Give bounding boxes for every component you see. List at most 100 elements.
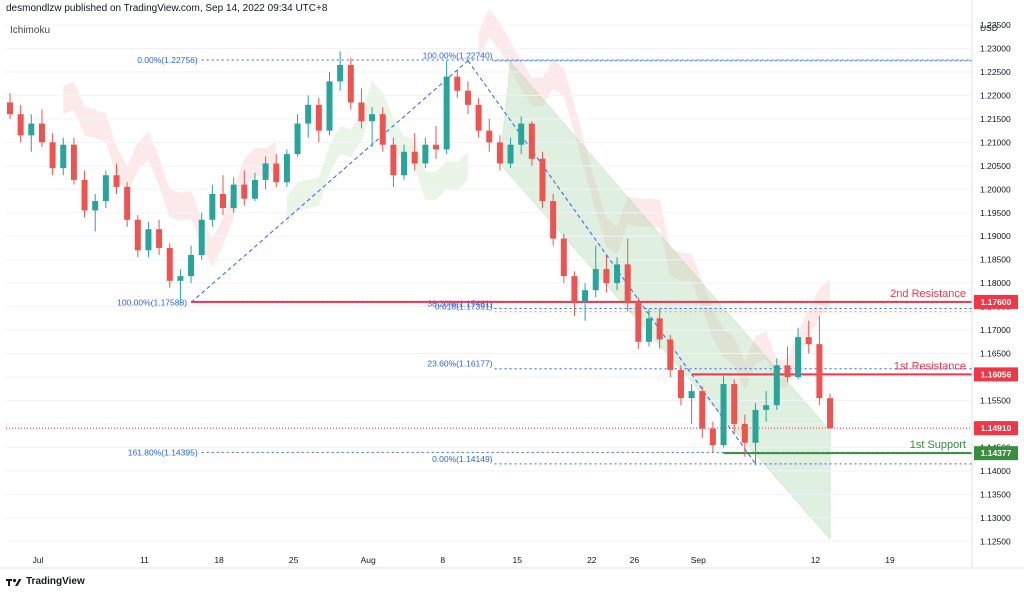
- candle[interactable]: [113, 163, 120, 194]
- candle[interactable]: [454, 69, 461, 98]
- candle-body: [677, 369, 684, 399]
- candle[interactable]: [550, 193, 557, 246]
- candle[interactable]: [614, 257, 621, 291]
- candle-body: [603, 269, 610, 284]
- candle[interactable]: [773, 358, 780, 410]
- candle[interactable]: [422, 137, 429, 169]
- candle[interactable]: [539, 151, 546, 209]
- candle[interactable]: [390, 137, 397, 187]
- price-badge-label: 1.14910: [981, 423, 1012, 433]
- candle[interactable]: [592, 245, 599, 298]
- candle[interactable]: [315, 97, 322, 143]
- candle[interactable]: [709, 421, 716, 453]
- candle[interactable]: [7, 93, 13, 119]
- fib-trend-line: [190, 60, 469, 303]
- candle[interactable]: [379, 107, 386, 152]
- candle[interactable]: [528, 121, 535, 166]
- candle[interactable]: [784, 346, 791, 382]
- candle[interactable]: [177, 269, 184, 303]
- candle[interactable]: [38, 109, 45, 148]
- candle[interactable]: [475, 97, 482, 138]
- candle-body: [454, 76, 461, 91]
- candle[interactable]: [230, 177, 237, 213]
- candle-body: [507, 144, 514, 164]
- indicator-label[interactable]: Ichimoku: [10, 25, 51, 36]
- candle-body: [795, 337, 802, 378]
- candle-body: [283, 154, 290, 183]
- candle[interactable]: [134, 215, 141, 258]
- candle[interactable]: [496, 135, 503, 171]
- candle[interactable]: [518, 116, 525, 155]
- candle-body: [614, 264, 621, 284]
- candle[interactable]: [369, 107, 376, 148]
- tradingview-logo-text[interactable]: TradingView: [26, 576, 85, 587]
- candle[interactable]: [81, 170, 88, 218]
- candle[interactable]: [70, 137, 77, 185]
- candle[interactable]: [411, 132, 418, 171]
- tradingview-logo-icon: [6, 578, 22, 586]
- candle[interactable]: [60, 137, 67, 176]
- candle[interactable]: [731, 379, 738, 434]
- candle[interactable]: [17, 104, 24, 143]
- candle[interactable]: [337, 51, 344, 91]
- candle[interactable]: [464, 81, 471, 115]
- candle[interactable]: [827, 393, 834, 429]
- candle[interactable]: [347, 57, 354, 110]
- candle[interactable]: [486, 118, 493, 152]
- candle[interactable]: [358, 88, 365, 129]
- candle[interactable]: [443, 60, 450, 155]
- candle[interactable]: [283, 149, 290, 187]
- y-tick-label: 1.23500: [980, 20, 1011, 30]
- candle-body: [81, 179, 88, 211]
- candle[interactable]: [241, 170, 248, 206]
- y-tick-label: 1.16500: [980, 349, 1011, 359]
- candle[interactable]: [198, 212, 205, 260]
- candle[interactable]: [273, 154, 280, 187]
- candle[interactable]: [795, 327, 802, 380]
- candle[interactable]: [294, 114, 301, 157]
- candle[interactable]: [763, 391, 770, 422]
- candle[interactable]: [720, 374, 727, 448]
- candle[interactable]: [582, 283, 589, 321]
- candle[interactable]: [752, 402, 759, 466]
- channel-fill: [499, 60, 831, 541]
- candle[interactable]: [805, 320, 812, 354]
- candle[interactable]: [102, 170, 109, 209]
- candle[interactable]: [507, 137, 514, 169]
- candle[interactable]: [677, 365, 684, 406]
- candle[interactable]: [571, 271, 578, 317]
- candle[interactable]: [166, 243, 173, 288]
- candle[interactable]: [145, 222, 152, 258]
- candle[interactable]: [49, 132, 56, 176]
- candle[interactable]: [220, 175, 226, 216]
- candle[interactable]: [560, 233, 567, 284]
- y-tick-label: 1.15500: [980, 395, 1011, 405]
- candle[interactable]: [209, 184, 216, 227]
- candle[interactable]: [401, 144, 408, 180]
- candle[interactable]: [188, 245, 195, 284]
- candle-body: [28, 123, 35, 136]
- candle[interactable]: [28, 114, 35, 152]
- candle[interactable]: [156, 219, 163, 255]
- candle[interactable]: [656, 308, 663, 349]
- candle[interactable]: [667, 334, 674, 378]
- candle[interactable]: [816, 316, 823, 406]
- candle-body: [773, 365, 780, 406]
- candle[interactable]: [326, 71, 333, 136]
- candle[interactable]: [92, 193, 99, 232]
- candle[interactable]: [741, 414, 748, 457]
- candle[interactable]: [251, 172, 258, 202]
- candle-body: [656, 318, 663, 340]
- candle-body: [7, 102, 13, 115]
- candle[interactable]: [433, 125, 439, 159]
- candle[interactable]: [603, 254, 610, 293]
- candle[interactable]: [624, 238, 631, 312]
- candle[interactable]: [646, 308, 652, 347]
- candle[interactable]: [688, 384, 695, 424]
- candle[interactable]: [699, 386, 706, 439]
- candle[interactable]: [305, 95, 312, 138]
- candle[interactable]: [124, 182, 131, 227]
- candle[interactable]: [262, 156, 269, 190]
- candle[interactable]: [635, 297, 642, 349]
